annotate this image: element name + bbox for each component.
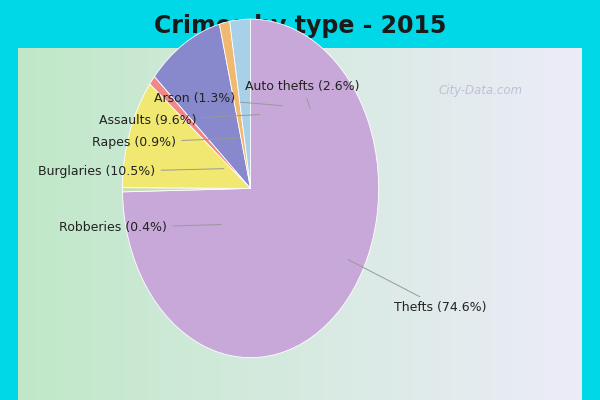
Text: Robberies (0.4%): Robberies (0.4%)	[59, 221, 221, 234]
Text: City-Data.com: City-Data.com	[439, 84, 523, 97]
Wedge shape	[154, 24, 251, 188]
Wedge shape	[150, 76, 251, 188]
Wedge shape	[122, 19, 379, 358]
Text: Burglaries (10.5%): Burglaries (10.5%)	[38, 165, 224, 178]
Text: Crimes by type - 2015: Crimes by type - 2015	[154, 14, 446, 38]
Text: Assaults (9.6%): Assaults (9.6%)	[99, 114, 260, 127]
Wedge shape	[230, 19, 251, 188]
Text: Arson (1.3%): Arson (1.3%)	[154, 92, 283, 106]
Text: Thefts (74.6%): Thefts (74.6%)	[348, 260, 487, 314]
Wedge shape	[122, 188, 251, 192]
Text: Rapes (0.9%): Rapes (0.9%)	[92, 136, 236, 149]
Text: Auto thefts (2.6%): Auto thefts (2.6%)	[245, 80, 360, 108]
Wedge shape	[122, 84, 251, 188]
Wedge shape	[220, 21, 251, 188]
